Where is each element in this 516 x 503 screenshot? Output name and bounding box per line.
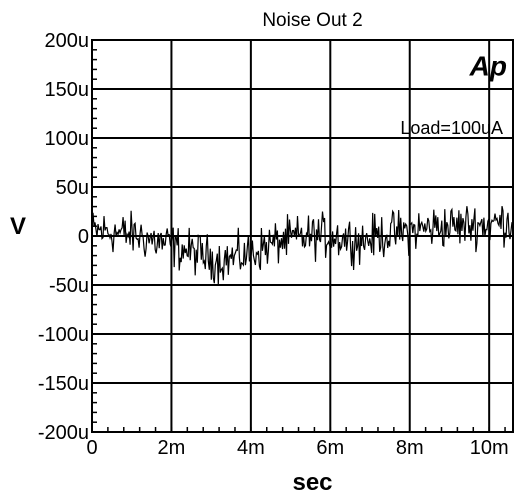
y-tick-label: -50u: [49, 275, 89, 297]
x-tick-label: 2m: [158, 437, 186, 459]
noise-series-line: [91, 205, 514, 286]
ap-logo: Ap: [469, 50, 507, 81]
y-tick-label: -100u: [38, 324, 89, 346]
x-tick-label: 0: [86, 437, 97, 459]
y-tick-label: 50u: [56, 177, 89, 199]
x-tick-label: 6m: [316, 437, 344, 459]
x-axis-label: sec: [292, 469, 332, 496]
y-axis-label: V: [10, 213, 26, 240]
y-tick-label: -150u: [38, 373, 89, 395]
y-tick-label: 150u: [45, 79, 90, 101]
y-tick-label: 200u: [45, 30, 90, 52]
series-layer: [91, 205, 514, 286]
x-tick-label: 8m: [396, 437, 424, 459]
x-tick-label: 4m: [237, 437, 265, 459]
y-tick-label: 0: [78, 226, 89, 248]
plot-frame: [91, 39, 514, 433]
y-tick-label: 100u: [45, 128, 90, 150]
y-tick-label: -200u: [38, 422, 89, 444]
chart-title: Noise Out 2: [262, 10, 362, 31]
load-annotation: Load=100uA: [400, 118, 503, 138]
label-layer: 0 2m 4m 6m 8m 10m 200u 150u 100u 50u 0 -50u -100u -15…: [38, 30, 509, 459]
x-tick-label: 10m: [470, 437, 509, 459]
